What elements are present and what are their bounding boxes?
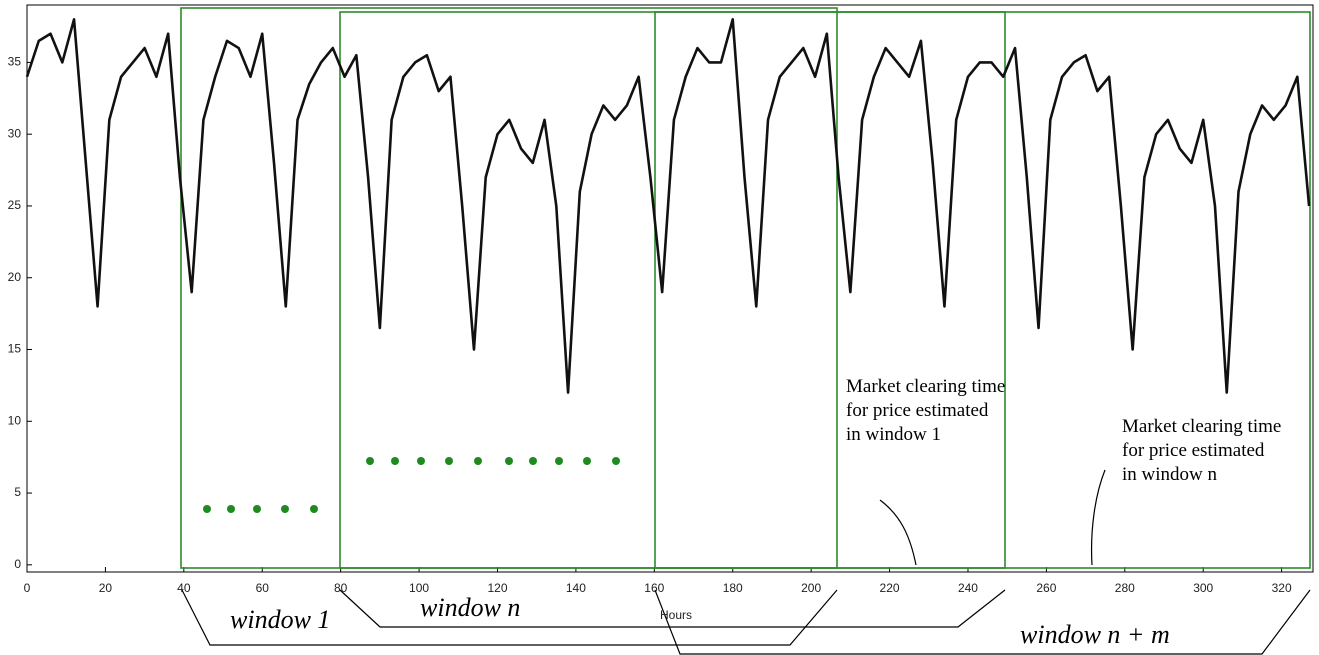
y-tick-label: 10 (8, 413, 22, 427)
bracket (654, 589, 1311, 655)
x-tick-label: 160 (644, 581, 664, 595)
x-tick-label: 120 (487, 581, 507, 595)
dot (227, 505, 235, 513)
x-tick-label: 140 (566, 581, 586, 595)
y-tick-label: 35 (8, 55, 22, 69)
dot (281, 505, 289, 513)
window-label: window n (420, 593, 521, 622)
dot (366, 457, 374, 465)
y-tick-label: 5 (14, 485, 21, 499)
dot (583, 457, 591, 465)
x-tick-label: 100 (409, 581, 429, 595)
x-tick-label: 280 (1115, 581, 1135, 595)
plot-frame (26, 4, 1314, 573)
x-tick-label: 220 (880, 581, 900, 595)
x-tick-label: 240 (958, 581, 978, 595)
dot (391, 457, 399, 465)
y-tick-label: 30 (8, 126, 22, 140)
axes: 0 20 40 60 80 100 120 140 160 180 200 220 240 260 280 3… (8, 4, 1314, 595)
price-line (25, 18, 1311, 394)
x-axis-label: Hours (660, 608, 692, 622)
dot (253, 505, 261, 513)
window-label: window 1 (230, 605, 331, 634)
y-tick-label: 25 (8, 198, 22, 212)
windows (180, 7, 1311, 569)
window-label: window n + m (1020, 620, 1170, 649)
annotation: Market clearing time for price estimated… (846, 376, 1006, 445)
brackets (181, 469, 1311, 655)
x-tick-label: 300 (1193, 581, 1213, 595)
dot (505, 457, 513, 465)
dot (612, 457, 620, 465)
dot (555, 457, 563, 465)
annotation: Market clearing time for price estimated… (1122, 416, 1282, 485)
x-tick-label: 0 (24, 581, 31, 595)
window-box (339, 11, 1006, 569)
x-tick-label: 20 (99, 581, 113, 595)
bracket (181, 589, 838, 646)
y-tick-label: 0 (14, 557, 21, 571)
dots (203, 457, 620, 513)
callout (1091, 469, 1106, 566)
y-tick-label: 20 (8, 270, 22, 284)
x-tick-label: 320 (1272, 581, 1292, 595)
dot (474, 457, 482, 465)
dot (445, 457, 453, 465)
dot (417, 457, 425, 465)
dot (529, 457, 537, 465)
callout (879, 499, 917, 566)
x-tick-label: 80 (334, 581, 348, 595)
x-tick-label: 200 (801, 581, 821, 595)
x-tick-label: 60 (256, 581, 270, 595)
x-tick-label: 180 (723, 581, 743, 595)
dot (203, 505, 211, 513)
dot (310, 505, 318, 513)
y-tick-label: 15 (8, 342, 22, 356)
x-tick-label: 40 (177, 581, 191, 595)
window-box (654, 11, 1311, 569)
x-tick-label: 260 (1036, 581, 1056, 595)
